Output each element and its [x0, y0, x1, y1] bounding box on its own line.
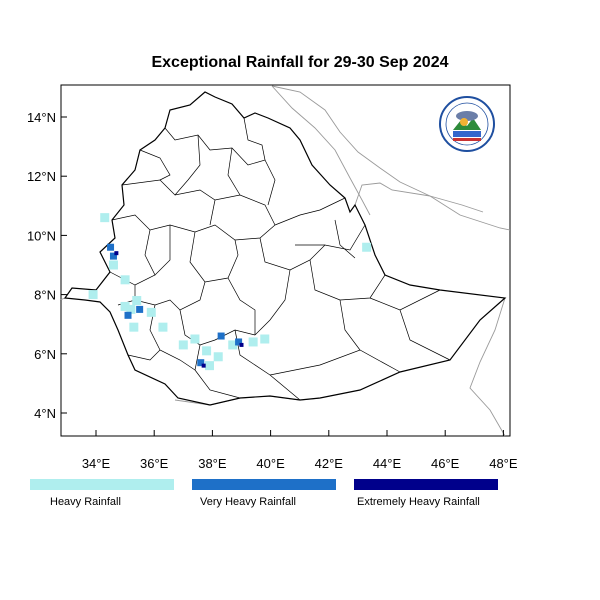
y-tick-label: 12°N [27, 169, 56, 184]
legend-swatch-heavy [30, 479, 174, 490]
y-tick-label: 8°N [34, 288, 56, 303]
ethiopia-border [63, 91, 507, 406]
x-tick-label: 38°E [198, 456, 227, 471]
y-tick-label: 14°N [27, 110, 56, 125]
heavy-rainfall-cell [108, 260, 118, 270]
very-heavy-rainfall-cell [124, 311, 132, 319]
gulf-coast [429, 195, 511, 231]
very-heavy-rainfall-cell [109, 252, 117, 260]
heavy-rainfall-cell [129, 322, 139, 332]
legend-swatch-very-heavy [192, 479, 336, 490]
somalia-border [469, 297, 506, 437]
heavy-rainfall-cell [158, 322, 168, 332]
heavy-rainfall-areas [88, 213, 372, 371]
heavy-rainfall-cell [100, 213, 110, 223]
very-heavy-rainfall-cell [217, 332, 225, 340]
heavy-rainfall-cell [146, 307, 156, 317]
y-tick-label: 6°N [34, 347, 56, 362]
legend-label-extremely-heavy: Extremely Heavy Rainfall [357, 496, 480, 508]
heavy-rainfall-cell [120, 275, 130, 285]
x-axis-ticks: 34°E 36°E 38°E 40°E 42°E 44°E 46°E 48°E [82, 430, 518, 471]
legend-swatch-extremely-heavy [354, 479, 498, 490]
y-axis-ticks: 4°N 6°N 8°N 10°N 12°N 14°N [27, 110, 67, 421]
y-tick-label: 10°N [27, 228, 56, 243]
heavy-rainfall-cell [190, 334, 200, 344]
extremely-heavy-rainfall-cell [114, 251, 119, 256]
map-title: Exceptional Rainfall for 29-30 Sep 2024 [151, 54, 449, 71]
admin-boundaries [109, 117, 451, 401]
x-tick-label: 42°E [315, 456, 344, 471]
very-heavy-rainfall-cell [136, 305, 144, 313]
very-heavy-rainfall-cell [197, 359, 205, 367]
x-tick-label: 36°E [140, 456, 169, 471]
heavy-rainfall-cell [202, 346, 212, 356]
x-tick-label: 34°E [82, 456, 111, 471]
extremely-heavy-rainfall-cell [201, 363, 206, 368]
x-tick-label: 48°E [489, 456, 518, 471]
x-tick-label: 44°E [373, 456, 402, 471]
legend-label-heavy: Heavy Rainfall [50, 496, 121, 508]
very-heavy-rainfall-cell [235, 338, 243, 346]
very-heavy-rainfall-areas [107, 243, 243, 367]
extremely-heavy-rainfall-areas [114, 251, 244, 368]
heavy-rainfall-cell [260, 334, 270, 344]
heavy-rainfall-cell [132, 296, 142, 306]
very-heavy-rainfall-cell [107, 243, 115, 251]
heavy-rainfall-cell [362, 242, 372, 252]
heavy-rainfall-cell [120, 301, 130, 311]
heavy-rainfall-cell [213, 352, 223, 362]
djibouti-border [354, 182, 431, 206]
meteorology-institute-logo [439, 96, 495, 152]
x-tick-label: 46°E [431, 456, 460, 471]
legend-label-very-heavy: Very Heavy Rainfall [200, 496, 296, 508]
heavy-rainfall-cell [178, 340, 188, 350]
eritrea-border [271, 85, 371, 216]
y-tick-label: 4°N [34, 406, 56, 421]
heavy-rainfall-cell [228, 340, 238, 350]
extremely-heavy-rainfall-cell [239, 342, 244, 347]
x-tick-label: 40°E [256, 456, 285, 471]
heavy-rainfall-cell [126, 304, 136, 314]
red-sea-coast [271, 85, 484, 213]
heavy-rainfall-cell [88, 290, 98, 300]
heavy-rainfall-cell [204, 361, 214, 371]
heavy-rainfall-cell [248, 337, 258, 347]
